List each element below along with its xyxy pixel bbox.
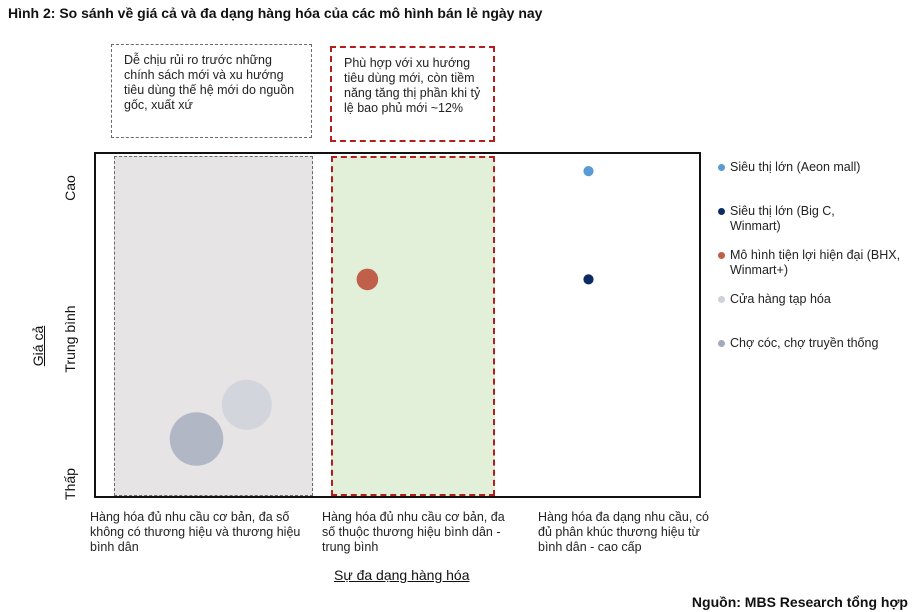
bubble-bigc [583,274,594,285]
annotation-convenience-potential: Phù hợp với xu hướng tiêu dùng mới, còn … [330,46,495,142]
convenience-zone [331,156,495,496]
source-note: Nguồn: MBS Research tổng hợp [691,594,908,610]
bubble-traditional-market [169,412,224,466]
x-axis-label: Sự đa dạng hàng hóa [334,567,470,583]
y-axis-label: Giá cả [30,325,46,367]
y-tick-medium: Trung bình [62,305,78,373]
y-tick-high: Cao [62,175,78,201]
bubble-layer [169,166,594,466]
legend-item-bigc: Siêu thị lớn (Big C, Winmart) [718,204,885,234]
x-category-basic-mid: Hàng hóa đủ nhu cầu cơ bản, đa số thuộc … [322,510,505,554]
legend-label-traditional-market: Chợ cóc, chợ truyền thống [730,336,879,350]
legend-swatch-convenience [718,252,725,259]
legend-label-aeon: Siêu thị lớn (Aeon mall) [730,160,861,174]
bubble-grocery [221,379,272,430]
figure-title: Hình 2: So sánh về giá cả và đa dạng hàn… [8,5,543,21]
legend-item-grocery: Cửa hàng tạp hóa [718,292,910,307]
legend-swatch-aeon [718,164,725,171]
annotation-traditional-risk: Dễ chịu rủi ro trước những chính sách mớ… [111,44,312,138]
plot-area [94,152,701,498]
legend-item-traditional-market: Chợ cóc, chợ truyền thống [718,336,915,351]
x-category-basic: Hàng hóa đủ nhu cầu cơ bản, đa số không … [90,510,301,554]
bubble-convenience [356,268,379,291]
bubble-aeon [583,166,594,177]
legend-swatch-traditional-market [718,340,725,347]
legend-label-grocery: Cửa hàng tạp hóa [730,292,831,306]
legend-label-convenience: Mô hình tiện lợi hiện đại (BHX, Winmart+… [730,248,901,277]
legend-label-bigc: Siêu thị lớn (Big C, Winmart) [730,204,835,233]
legend-swatch-grocery [718,296,725,303]
legend-swatch-bigc [718,208,725,215]
y-tick-low: Thấp [62,468,78,500]
legend-item-convenience: Mô hình tiện lợi hiện đại (BHX, Winmart+… [718,248,905,278]
x-category-diverse: Hàng hóa đa dạng nhu cầu, có đủ phân khú… [538,510,709,554]
legend-item-aeon: Siêu thị lớn (Aeon mall) [718,160,910,175]
